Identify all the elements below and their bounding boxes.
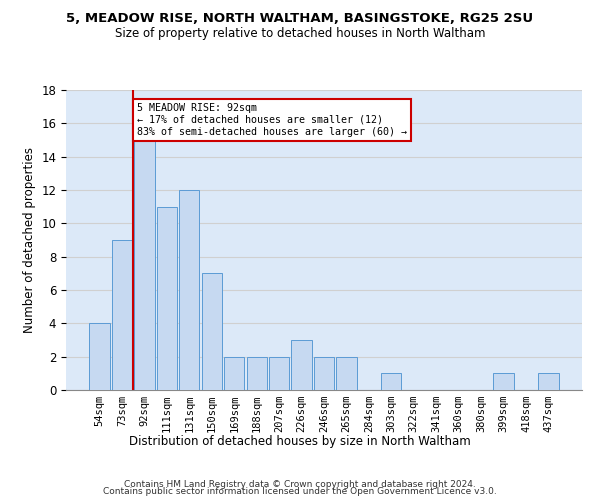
Bar — [247, 356, 267, 390]
Text: Size of property relative to detached houses in North Waltham: Size of property relative to detached ho… — [115, 28, 485, 40]
Bar — [314, 356, 334, 390]
Bar — [202, 274, 222, 390]
Text: Contains public sector information licensed under the Open Government Licence v3: Contains public sector information licen… — [103, 488, 497, 496]
Bar — [493, 374, 514, 390]
Text: Contains HM Land Registry data © Crown copyright and database right 2024.: Contains HM Land Registry data © Crown c… — [124, 480, 476, 489]
Bar — [134, 140, 155, 390]
Text: 5, MEADOW RISE, NORTH WALTHAM, BASINGSTOKE, RG25 2SU: 5, MEADOW RISE, NORTH WALTHAM, BASINGSTO… — [67, 12, 533, 26]
Bar — [337, 356, 356, 390]
Bar — [538, 374, 559, 390]
Bar — [157, 206, 177, 390]
Text: Distribution of detached houses by size in North Waltham: Distribution of detached houses by size … — [129, 435, 471, 448]
Bar — [89, 324, 110, 390]
Text: 5 MEADOW RISE: 92sqm
← 17% of detached houses are smaller (12)
83% of semi-detac: 5 MEADOW RISE: 92sqm ← 17% of detached h… — [137, 104, 407, 136]
Bar — [269, 356, 289, 390]
Bar — [179, 190, 199, 390]
Bar — [224, 356, 244, 390]
Y-axis label: Number of detached properties: Number of detached properties — [23, 147, 36, 333]
Bar — [292, 340, 311, 390]
Bar — [112, 240, 132, 390]
Bar — [381, 374, 401, 390]
